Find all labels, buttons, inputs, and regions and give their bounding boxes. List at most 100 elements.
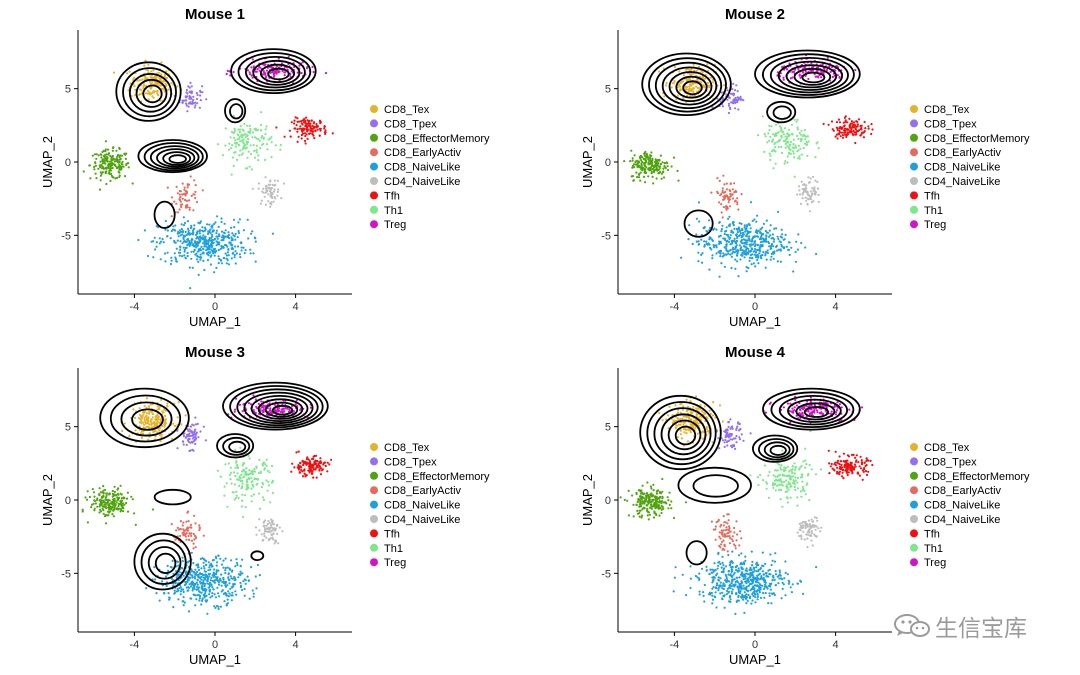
cell-point: [294, 127, 297, 130]
cell-point: [250, 487, 253, 490]
cell-point: [777, 248, 781, 251]
cell-point: [738, 230, 741, 233]
cell-point: [846, 121, 849, 124]
cell-point: [845, 135, 848, 139]
cell-point: [185, 89, 188, 92]
cell-point: [301, 130, 304, 133]
cell-point: [243, 133, 246, 136]
cell-point: [240, 486, 244, 489]
cell-point: [121, 510, 125, 513]
cell-point: [255, 137, 258, 140]
cell-point: [304, 142, 307, 145]
cell-point: [194, 104, 197, 107]
cell-point: [150, 426, 153, 429]
cell-point: [215, 561, 219, 564]
cell-point: [109, 154, 112, 158]
contour-line: [769, 56, 849, 94]
cell-point: [231, 591, 234, 594]
cell-point: [734, 107, 737, 110]
cell-point: [230, 173, 233, 176]
contour-line: [785, 64, 838, 89]
cell-point: [109, 179, 112, 182]
cell-point: [232, 132, 235, 135]
cell-point: [198, 599, 201, 602]
contour-line: [135, 78, 168, 108]
cell-point: [684, 428, 687, 431]
cell-point: [253, 156, 257, 159]
cell-point: [215, 570, 218, 574]
cell-point: [191, 448, 194, 451]
cell-point: [102, 509, 105, 512]
cell-point: [204, 578, 207, 581]
cell-point: [804, 246, 807, 249]
cell-point: [208, 238, 211, 241]
cell-point: [745, 247, 748, 250]
cell-point: [703, 240, 706, 243]
cell-point: [262, 498, 265, 501]
cell-point: [181, 101, 184, 104]
cell-point: [736, 201, 739, 204]
cell-point: [199, 258, 202, 261]
cell-point: [112, 163, 115, 166]
cell-point: [811, 187, 814, 190]
cell-point: [635, 171, 638, 174]
cell-point: [679, 417, 682, 421]
x-tick-label: 0: [212, 639, 218, 651]
cell-point: [193, 179, 196, 182]
cell-point: [234, 245, 237, 248]
cell-point: [207, 561, 210, 564]
cell-point: [263, 520, 266, 523]
cell-point: [737, 249, 740, 252]
cell-point: [240, 246, 243, 249]
cell-point: [197, 273, 200, 276]
cell-point: [206, 253, 209, 256]
cell-point: [310, 472, 313, 475]
cell-point: [715, 252, 718, 255]
cell-point: [230, 559, 233, 562]
cell-point: [117, 161, 120, 164]
cell-point: [189, 425, 192, 428]
cell-point: [738, 222, 741, 225]
cell-point: [273, 523, 276, 526]
cell-point: [265, 479, 268, 482]
cell-point: [226, 69, 229, 72]
cell-point: [189, 573, 192, 576]
cell-point: [190, 551, 193, 554]
cell-point: [634, 160, 637, 164]
cell-point: [238, 128, 242, 131]
cell-point: [305, 116, 308, 119]
y-tick-label: 0: [65, 157, 71, 169]
cell-point: [323, 127, 326, 130]
cell-point: [722, 252, 725, 255]
cell-point: [250, 500, 253, 503]
cell-point: [273, 195, 276, 199]
cell-point: [138, 413, 142, 416]
cell-point: [757, 249, 760, 252]
cell-point: [196, 579, 199, 582]
cell-point: [223, 222, 226, 225]
cell-point: [123, 175, 127, 178]
cell-point: [718, 404, 722, 407]
cell-point: [758, 238, 762, 241]
contour-line: [641, 52, 732, 117]
cell-point: [633, 166, 636, 169]
cell-point: [107, 503, 110, 507]
cell-point: [237, 576, 240, 579]
cell-point: [238, 130, 241, 134]
cell-point: [292, 410, 295, 413]
cell-point: [195, 237, 198, 240]
cell-point: [748, 235, 751, 238]
cell-point: [744, 230, 747, 233]
cell-point: [203, 268, 206, 272]
cell-point: [769, 234, 772, 237]
cell-point: [159, 427, 162, 430]
cell-point: [311, 457, 314, 461]
cell-point: [93, 495, 96, 498]
cell-point: [295, 451, 298, 454]
cell-point: [747, 247, 750, 250]
cell-point: [198, 524, 201, 527]
cell-point: [661, 419, 664, 422]
cell-point: [262, 187, 265, 190]
cell-point: [200, 245, 203, 248]
cell-point: [215, 569, 218, 572]
